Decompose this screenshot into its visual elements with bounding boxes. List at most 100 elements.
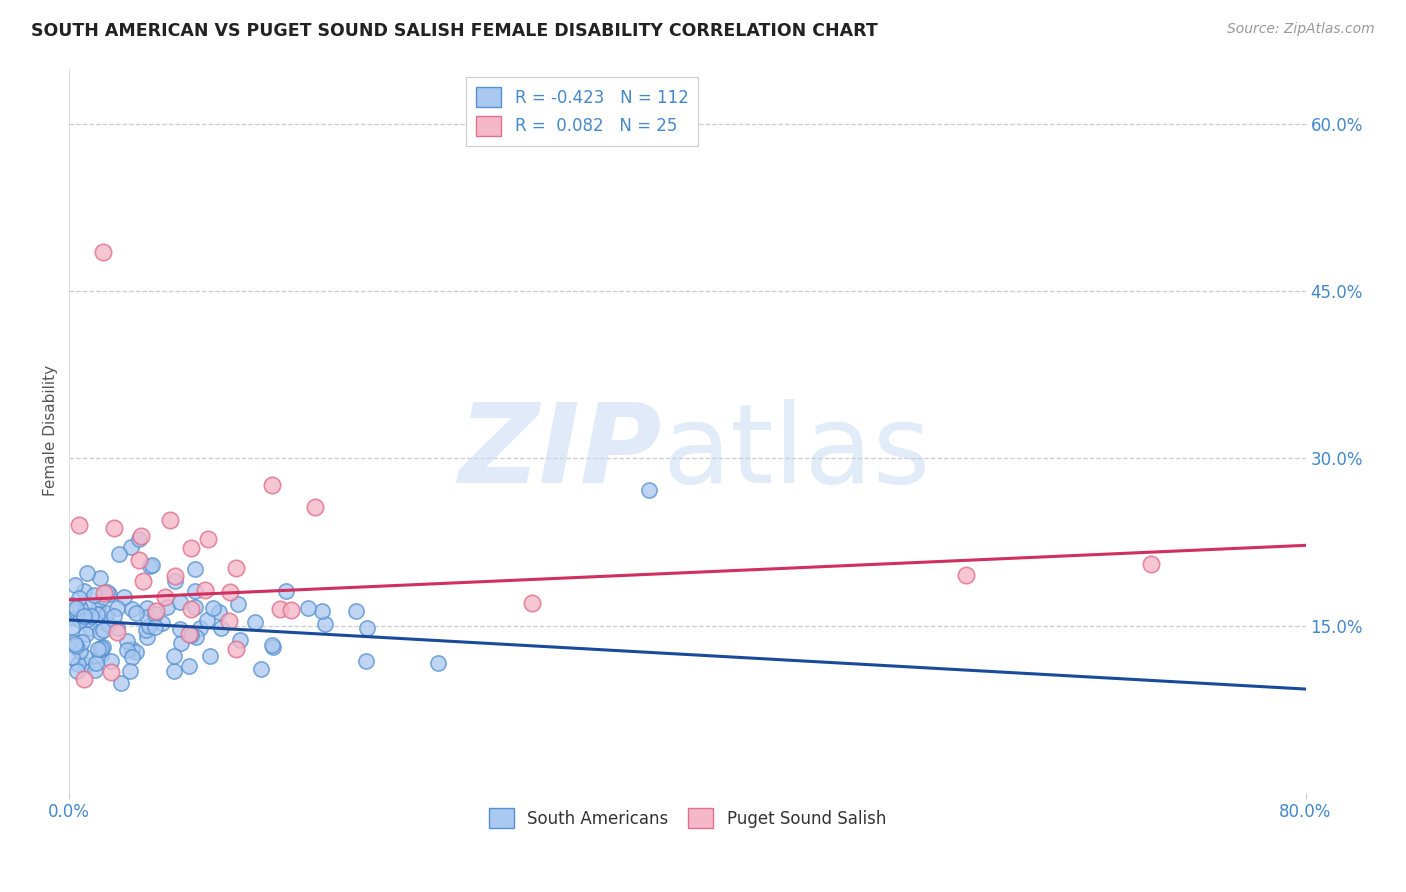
- Point: [162, 649, 184, 664]
- Point: [65, 604, 87, 618]
- Text: atlas: atlas: [662, 399, 931, 506]
- Point: [229, 632, 252, 647]
- Point: [197, 532, 219, 546]
- Point: [159, 513, 181, 527]
- Point: [280, 603, 302, 617]
- Point: [163, 568, 186, 582]
- Point: [260, 477, 283, 491]
- Point: [60, 599, 83, 613]
- Point: [169, 622, 191, 636]
- Point: [304, 500, 326, 514]
- Point: [120, 540, 142, 554]
- Point: [90, 641, 112, 656]
- Point: [184, 630, 207, 644]
- Point: [188, 621, 211, 635]
- Point: [97, 617, 120, 632]
- Point: [121, 601, 143, 615]
- Point: [91, 245, 114, 260]
- Point: [60, 610, 83, 624]
- Point: [98, 587, 121, 601]
- Point: [180, 602, 202, 616]
- Point: [1140, 558, 1163, 572]
- Point: [297, 601, 319, 615]
- Point: [63, 577, 86, 591]
- Point: [76, 608, 98, 623]
- Point: [75, 627, 97, 641]
- Point: [72, 583, 94, 598]
- Point: [183, 583, 205, 598]
- Point: [226, 597, 249, 611]
- Point: [955, 568, 977, 582]
- Point: [165, 574, 187, 588]
- Point: [522, 596, 544, 610]
- Point: [67, 518, 90, 533]
- Text: ZIP: ZIP: [460, 399, 662, 506]
- Point: [70, 635, 93, 649]
- Point: [311, 604, 333, 618]
- Point: [115, 643, 138, 657]
- Point: [100, 665, 122, 680]
- Point: [84, 656, 107, 670]
- Point: [93, 623, 115, 637]
- Point: [66, 657, 89, 672]
- Point: [145, 604, 167, 618]
- Point: [180, 628, 202, 642]
- Point: [249, 662, 271, 676]
- Point: [60, 604, 83, 618]
- Point: [93, 585, 115, 599]
- Point: [73, 609, 96, 624]
- Point: [129, 529, 152, 543]
- Point: [103, 521, 125, 535]
- Point: [208, 605, 231, 619]
- Point: [183, 600, 205, 615]
- Point: [426, 656, 449, 670]
- Y-axis label: Female Disability: Female Disability: [44, 365, 58, 496]
- Point: [62, 604, 84, 618]
- Point: [118, 664, 141, 678]
- Point: [90, 642, 112, 657]
- Point: [344, 604, 367, 618]
- Point: [60, 620, 83, 634]
- Point: [163, 665, 186, 679]
- Point: [60, 650, 83, 665]
- Point: [83, 588, 105, 602]
- Point: [356, 622, 378, 636]
- Text: Source: ZipAtlas.com: Source: ZipAtlas.com: [1227, 22, 1375, 37]
- Point: [138, 618, 160, 632]
- Point: [121, 641, 143, 656]
- Point: [96, 585, 118, 599]
- Point: [354, 654, 377, 668]
- Point: [89, 625, 111, 640]
- Point: [125, 606, 148, 620]
- Point: [103, 608, 125, 623]
- Point: [105, 625, 128, 640]
- Point: [180, 541, 202, 555]
- Point: [87, 602, 110, 616]
- Point: [65, 639, 87, 653]
- Point: [314, 617, 336, 632]
- Point: [201, 600, 224, 615]
- Point: [96, 606, 118, 620]
- Point: [83, 663, 105, 677]
- Point: [184, 562, 207, 576]
- Point: [87, 642, 110, 657]
- Point: [67, 591, 90, 606]
- Point: [77, 612, 100, 626]
- Point: [91, 591, 114, 605]
- Point: [260, 638, 283, 652]
- Point: [225, 561, 247, 575]
- Point: [65, 601, 87, 615]
- Point: [62, 605, 84, 619]
- Point: [107, 548, 129, 562]
- Point: [75, 658, 97, 673]
- Point: [86, 607, 108, 621]
- Point: [76, 566, 98, 580]
- Point: [243, 615, 266, 629]
- Point: [269, 602, 291, 616]
- Point: [80, 608, 103, 623]
- Point: [73, 672, 96, 686]
- Point: [156, 600, 179, 615]
- Point: [143, 620, 166, 634]
- Point: [77, 599, 100, 614]
- Point: [262, 640, 284, 654]
